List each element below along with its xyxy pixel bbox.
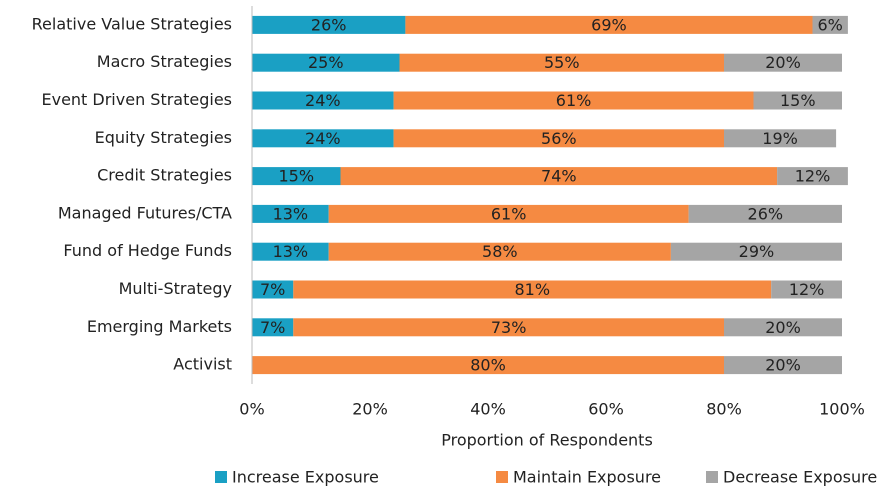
bar-segment: [328, 204, 689, 223]
x-tick-label: 0%: [239, 400, 264, 419]
value-label: 81%: [514, 280, 550, 299]
bar-segment: [293, 318, 724, 337]
value-label: 15%: [780, 91, 816, 110]
legend-swatch: [215, 471, 227, 483]
x-tick-label: 80%: [706, 400, 742, 419]
legend-swatch: [706, 471, 718, 483]
value-label: 12%: [789, 280, 825, 299]
value-label: 20%: [765, 53, 801, 72]
value-label: 6%: [818, 15, 843, 34]
category-label: Macro Strategies: [97, 52, 232, 71]
category-label: Credit Strategies: [97, 166, 232, 185]
bar-segment: [340, 167, 778, 186]
value-label: 74%: [541, 167, 577, 186]
x-tick-label: 40%: [470, 400, 506, 419]
value-label: 73%: [491, 318, 527, 337]
bar-segment: [252, 242, 329, 261]
value-label: 55%: [544, 53, 580, 72]
value-label: 29%: [739, 242, 775, 261]
value-label: 13%: [273, 204, 309, 223]
bar-segment: [252, 129, 394, 148]
bar-segment: [724, 53, 842, 72]
bar-segment: [753, 91, 842, 110]
value-label: 69%: [591, 15, 627, 34]
value-label: 19%: [762, 129, 798, 148]
category-label: Fund of Hedge Funds: [63, 241, 232, 260]
bar-segment: [688, 204, 842, 223]
value-label: 15%: [278, 167, 314, 186]
bar-segment: [293, 280, 772, 299]
bar-segment: [724, 129, 837, 148]
value-label: 7%: [260, 318, 285, 337]
bar-segment: [328, 242, 671, 261]
value-label: 24%: [305, 91, 341, 110]
bar-segment: [252, 356, 724, 375]
value-label: 80%: [470, 356, 506, 375]
bar-segment: [252, 15, 406, 34]
bar-segment: [724, 356, 842, 375]
bar-segment: [393, 129, 724, 148]
legend-label: Maintain Exposure: [513, 468, 661, 487]
value-label: 61%: [556, 91, 592, 110]
value-label: 20%: [765, 318, 801, 337]
value-label: 26%: [311, 15, 347, 34]
bar-segment: [771, 280, 842, 299]
value-label: 24%: [305, 129, 341, 148]
x-tick-label: 20%: [352, 400, 388, 419]
legend-label: Increase Exposure: [232, 468, 379, 487]
x-tick-label: 60%: [588, 400, 624, 419]
category-label: Event Driven Strategies: [41, 90, 232, 109]
bar-segment: [812, 15, 848, 34]
bar-segment: [252, 280, 294, 299]
value-label: 56%: [541, 129, 577, 148]
legend-label: Decrease Exposure: [723, 468, 877, 487]
category-label: Relative Value Strategies: [32, 14, 232, 33]
category-label: Managed Futures/CTA: [58, 203, 232, 222]
bar-segment: [777, 167, 848, 186]
value-label: 25%: [308, 53, 344, 72]
category-label: Multi-Strategy: [119, 279, 232, 298]
value-label: 61%: [491, 204, 527, 223]
bar-segment: [670, 242, 842, 261]
value-label: 26%: [748, 204, 784, 223]
bar-segment: [252, 318, 294, 337]
bar-segment: [252, 53, 400, 72]
bar-segment: [252, 167, 341, 186]
value-label: 13%: [273, 242, 309, 261]
x-tick-label: 100%: [819, 400, 865, 419]
category-label: Activist: [173, 355, 232, 374]
bar-segment: [252, 204, 329, 223]
x-axis-title: Proportion of Respondents: [441, 431, 653, 450]
value-label: 7%: [260, 280, 285, 299]
bar-segment: [724, 318, 842, 337]
category-label: Equity Strategies: [95, 128, 232, 147]
value-label: 12%: [795, 167, 831, 186]
bar-segment: [252, 91, 394, 110]
value-label: 58%: [482, 242, 518, 261]
value-label: 20%: [765, 356, 801, 375]
legend-swatch: [496, 471, 508, 483]
bar-segment: [405, 15, 813, 34]
category-label: Emerging Markets: [87, 317, 232, 336]
bar-segment: [399, 53, 724, 72]
bar-segment: [393, 91, 754, 110]
